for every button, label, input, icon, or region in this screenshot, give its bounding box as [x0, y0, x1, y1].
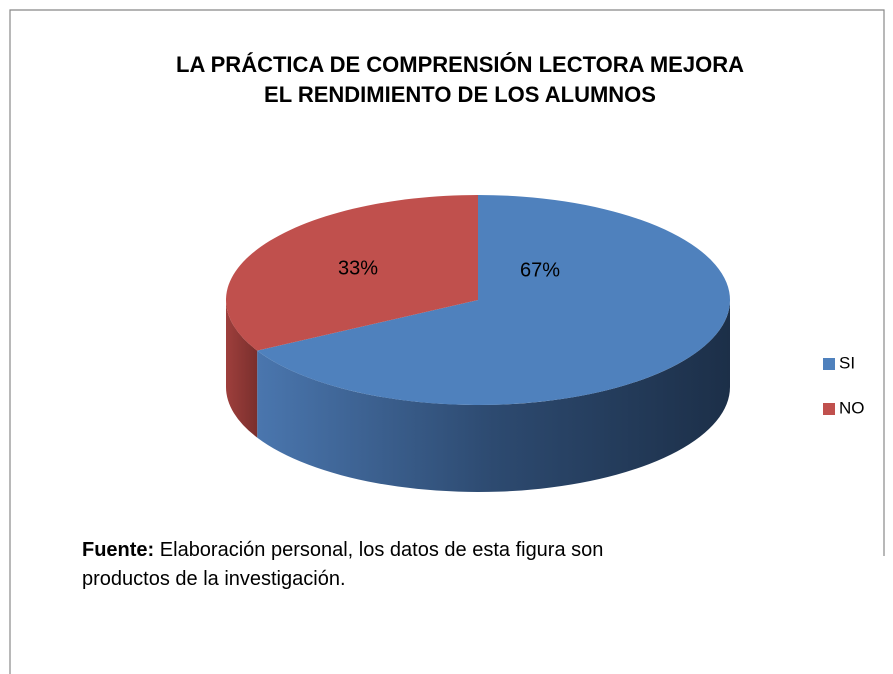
pie-side	[257, 300, 730, 493]
legend-label: NO	[839, 398, 865, 417]
chart-title: LA PRÁCTICA DE COMPRENSIÓN LECTORA MEJOR…	[176, 52, 744, 77]
source-note: Fuente: Elaboración personal, los datos …	[82, 536, 642, 594]
data-label: 67%	[520, 259, 560, 281]
legend-swatch	[823, 403, 835, 415]
pie-side	[226, 300, 258, 438]
frame	[9, 9, 885, 674]
chart-title: EL RENDIMIENTO DE LOS ALUMNOS	[264, 82, 656, 107]
legend-swatch	[823, 358, 835, 370]
data-label: 33%	[338, 257, 378, 279]
source-label: Fuente:	[82, 539, 155, 561]
pie-slice	[257, 195, 730, 406]
legend-label: SI	[839, 353, 855, 372]
pie-slice	[225, 195, 478, 351]
source-text: Elaboración personal, los datos de esta …	[82, 539, 604, 590]
